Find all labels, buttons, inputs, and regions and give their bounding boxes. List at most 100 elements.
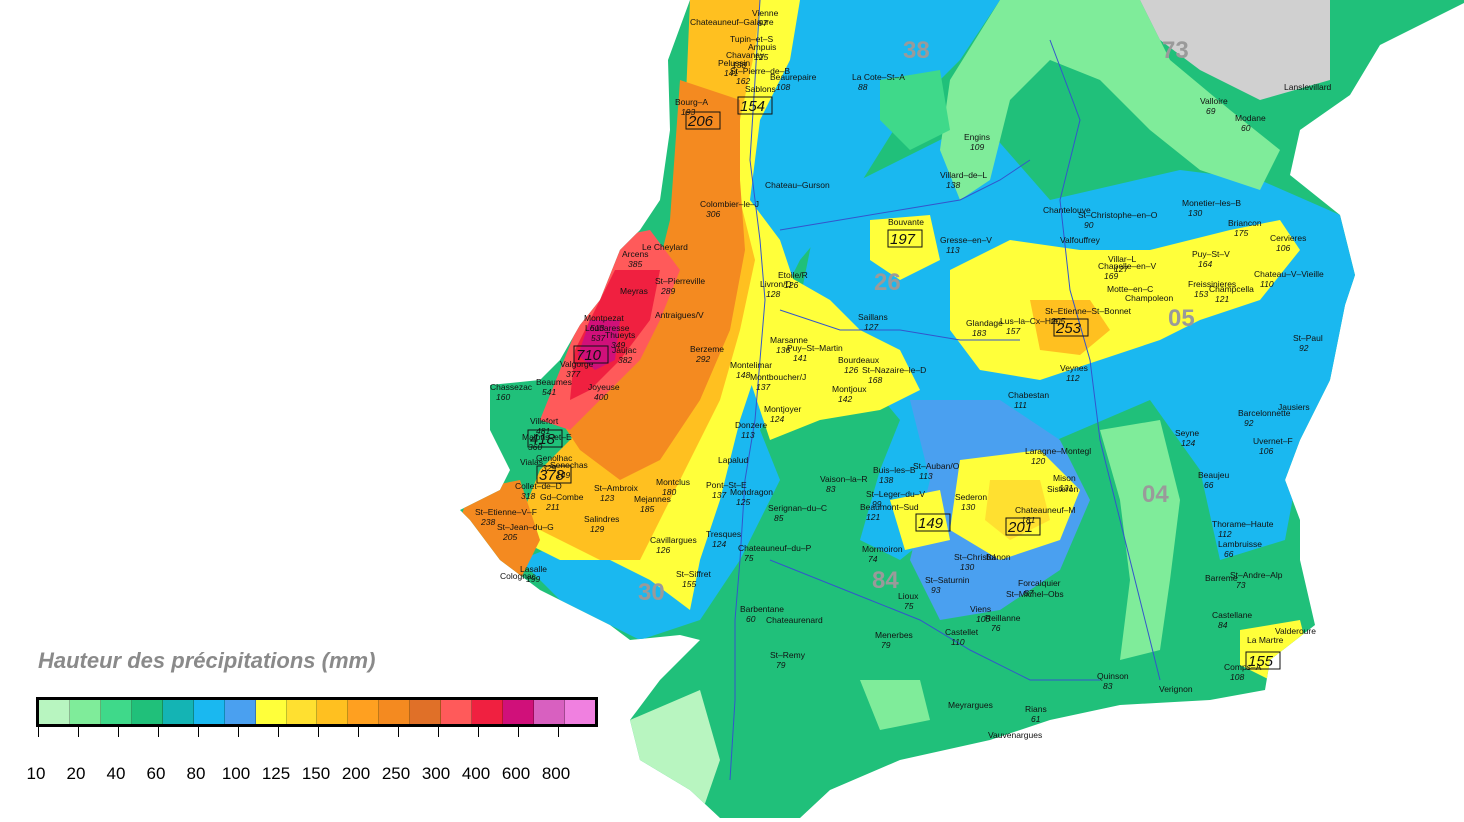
town-name: Beaujeu <box>1198 470 1229 480</box>
town-value: 292 <box>695 354 710 364</box>
department-numbers: 38 73 26 05 30 84 04 <box>638 37 1195 606</box>
town-name: Puy–St–V <box>1192 249 1230 259</box>
town-name: Quinson <box>1097 671 1129 681</box>
town-name: Tupin–et–S <box>730 34 773 44</box>
town-name: Glandage <box>966 318 1003 328</box>
legend-swatch <box>317 700 349 724</box>
legend-swatch <box>286 700 318 724</box>
town-value: 306 <box>706 209 720 219</box>
town-value: 126 <box>656 545 670 555</box>
town-name: St–Jean–du–G <box>497 522 554 532</box>
dept-38: 38 <box>903 37 930 64</box>
town-value: 87 <box>1024 588 1034 598</box>
town-name: St–Etienne–V–F <box>475 507 537 517</box>
town-value: 92 <box>1244 418 1254 428</box>
town-value: 88 <box>858 82 868 92</box>
legend-swatch <box>193 700 225 724</box>
town-value: 137 <box>756 382 770 392</box>
town-name: St–Leger–du–V <box>866 489 925 499</box>
legend-tick <box>38 727 39 737</box>
town-name: Champcella <box>1209 284 1254 294</box>
town-name: Chavanay <box>726 50 765 60</box>
legend-tick <box>478 727 479 737</box>
town-value: 537 <box>591 333 605 343</box>
town-name: Tresques <box>706 529 741 539</box>
town-name: Montpezat <box>584 313 624 323</box>
town-value: 164 <box>1198 259 1212 269</box>
town-value: 99 <box>872 499 882 509</box>
town-value: 329 <box>542 463 556 473</box>
dept-26: 26 <box>874 269 901 296</box>
legend-swatch <box>410 700 442 724</box>
town-value: 400 <box>594 392 608 402</box>
town-name: St–Michel–Obs <box>1006 589 1064 599</box>
town-value: 73 <box>1236 580 1246 590</box>
town-name: St–Saturnin <box>925 575 970 585</box>
town-value: 153 <box>1194 289 1208 299</box>
town-name: Pont–St–E <box>706 480 747 490</box>
town-name: Bouvante <box>888 217 924 227</box>
town-name: Valgorge <box>560 359 594 369</box>
town-value: 123 <box>600 493 614 503</box>
town-name: Lambruisse <box>1218 539 1262 549</box>
town-value: 180 <box>662 487 676 497</box>
legend-label: 200 <box>341 764 371 783</box>
legend-label: 400 <box>461 764 491 783</box>
town-value: 127 <box>1114 264 1128 274</box>
town-name: Mondragon <box>730 487 773 497</box>
town-name: Ampuis <box>748 42 776 52</box>
town-name: Chapelle–en–V <box>1098 261 1156 271</box>
legend-tick <box>158 727 159 737</box>
town-value: 205 <box>502 532 517 542</box>
town-name: Marsanne <box>770 335 808 345</box>
max-253: 253 <box>1055 320 1082 337</box>
legend-swatch <box>39 700 70 724</box>
max-378: 378 <box>539 467 565 484</box>
max-197: 197 <box>890 231 916 248</box>
town-name: Thorame–Haute <box>1212 519 1274 529</box>
town-name: Vialas <box>520 457 543 467</box>
town-value: 83 <box>1103 681 1113 691</box>
town-name: Montboucher/J <box>750 372 806 382</box>
town-name: St–Christol <box>954 552 996 562</box>
legend-tick <box>518 727 519 737</box>
town-value: 121 <box>866 512 880 522</box>
town-name: St–Remy <box>770 650 806 660</box>
town-name: Menerbes <box>875 630 913 640</box>
dept-73: 73 <box>1162 37 1189 64</box>
legend-swatch <box>69 700 101 724</box>
legend-label: 250 <box>381 764 411 783</box>
legend-tick <box>198 727 199 737</box>
town-name: Chateauneuf–M <box>1015 505 1076 515</box>
town-name: Bourdeaux <box>838 355 880 365</box>
town-name: Chateaurenard <box>766 615 823 625</box>
town-name: La Martre <box>1247 635 1284 645</box>
town-name: Mison <box>1053 473 1076 483</box>
town-value: 318 <box>521 491 535 501</box>
town-name: Villar–L <box>1108 254 1136 264</box>
town-value: 157 <box>1006 326 1020 336</box>
town-value: 110 <box>951 637 965 647</box>
town-value: 112 <box>1066 373 1080 383</box>
legend-swatch <box>379 700 411 724</box>
town-value: 76 <box>991 623 1001 633</box>
town-name: Thueyts <box>605 330 635 340</box>
legend-swatch <box>441 700 473 724</box>
town-name: Puy–St–Martin <box>787 343 843 353</box>
town-name: Engins <box>964 132 990 142</box>
town-value: 97 <box>758 18 768 28</box>
town-value: 108 <box>1230 672 1244 682</box>
town-name: Senechas <box>550 460 588 470</box>
legend-tick <box>558 727 559 737</box>
town-value: 66 <box>1224 549 1234 559</box>
town-name: Chantelouve <box>1043 205 1091 215</box>
legend-tick <box>278 727 279 737</box>
max-149: 149 <box>918 515 944 532</box>
town-value: 106 <box>1276 243 1290 253</box>
town-name: Banon <box>986 552 1011 562</box>
legend-label: 80 <box>186 764 206 783</box>
town-value: 121 <box>1215 294 1229 304</box>
town-name: Viens <box>970 604 991 614</box>
town-value: 142 <box>838 394 852 404</box>
